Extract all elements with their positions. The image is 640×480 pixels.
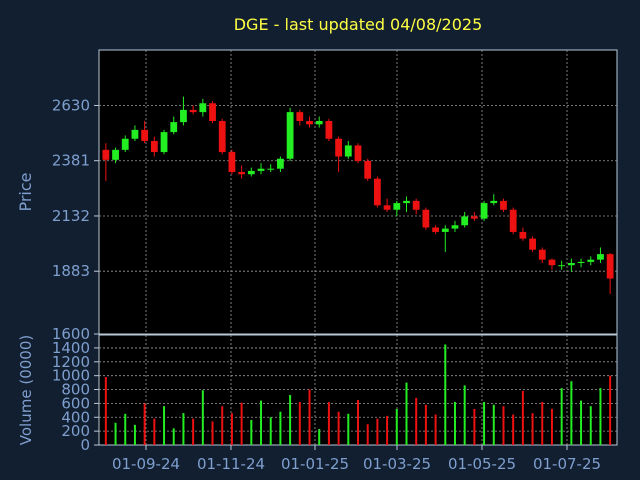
candle-body xyxy=(548,259,556,266)
candle-body xyxy=(383,205,391,210)
candle-body xyxy=(393,203,401,210)
candle-body xyxy=(509,209,517,232)
candle-body xyxy=(480,203,488,219)
volume-tick-label: 800 xyxy=(61,381,90,399)
candle-body xyxy=(490,200,498,204)
candle-body xyxy=(577,261,585,263)
candle-body xyxy=(267,168,275,170)
candle-body xyxy=(470,216,478,219)
candle-body xyxy=(150,140,158,153)
candle-body xyxy=(228,152,236,173)
price-tick-label: 2381 xyxy=(52,152,90,170)
candle-body xyxy=(335,138,342,157)
x-tick-label: 01-11-24 xyxy=(197,455,265,473)
volume-tick-label: 1200 xyxy=(52,353,90,371)
candle-body xyxy=(403,200,410,204)
volume-tick-label: 400 xyxy=(61,408,90,426)
chart-title: DGE - last updated 04/08/2025 xyxy=(234,15,483,34)
candle-body xyxy=(238,172,246,175)
x-tick-label: 01-09-24 xyxy=(112,455,180,473)
candle-body xyxy=(587,259,595,262)
candle-body xyxy=(461,216,469,226)
price-y-ticks: 1600 1883 2132 2381 2630 xyxy=(52,96,99,343)
candle-body xyxy=(422,209,430,228)
price-candles xyxy=(102,96,614,295)
x-axis: 01-09-24 01-11-24 01-01-25 01-03-25 01-05-25… xyxy=(112,445,601,473)
candle-body xyxy=(257,168,265,171)
candle-body xyxy=(180,109,187,123)
candle-body xyxy=(529,238,536,250)
candle-body xyxy=(325,121,333,139)
candle-body xyxy=(170,122,178,133)
candle-body xyxy=(558,265,566,267)
candle-body xyxy=(451,225,459,229)
candle-body xyxy=(354,145,362,161)
candle-body xyxy=(597,254,604,260)
price-grid xyxy=(99,50,617,334)
candle-body xyxy=(131,129,139,139)
price-plot-area xyxy=(98,49,618,335)
volume-bars xyxy=(104,344,612,445)
price-tick-label: 1600 xyxy=(52,325,90,343)
price-tick-label: 1883 xyxy=(52,262,90,280)
candle-body xyxy=(102,149,110,160)
volume-tick-label: 1400 xyxy=(52,339,90,357)
candle-body xyxy=(538,249,546,260)
candle-body xyxy=(374,178,381,206)
candle-body xyxy=(432,227,439,232)
volume-tick-label: 0 xyxy=(80,436,90,454)
candle-body xyxy=(189,109,197,113)
candle-body xyxy=(441,228,449,232)
candle-body xyxy=(315,121,323,125)
volume-tick-label: 1000 xyxy=(52,367,90,385)
volume-axis-label: Volume (0000) xyxy=(17,335,35,445)
price-axis-label: Price xyxy=(16,172,35,211)
candle-body xyxy=(199,103,207,113)
candle-body xyxy=(364,160,372,179)
candle-body xyxy=(412,200,420,210)
candle-body xyxy=(247,170,255,175)
x-tick-label: 01-07-25 xyxy=(533,455,601,473)
candle-body xyxy=(606,254,614,279)
candle-body xyxy=(160,132,168,153)
x-tick-label: 01-03-25 xyxy=(363,455,431,473)
candle-body xyxy=(286,112,294,159)
price-tick-label: 2132 xyxy=(52,207,90,225)
candle-body xyxy=(567,263,575,266)
x-tick-label: 01-01-25 xyxy=(281,455,349,473)
volume-tick-label: 600 xyxy=(61,394,90,412)
candle-body xyxy=(277,158,284,169)
volume-tick-label: 200 xyxy=(61,422,90,440)
candle-body xyxy=(141,129,149,141)
x-tick-label: 01-05-25 xyxy=(448,455,516,473)
candle-body xyxy=(296,112,304,121)
candle-body xyxy=(121,138,129,150)
price-tick-label: 2630 xyxy=(52,96,90,114)
candle-body xyxy=(519,231,527,239)
candle-body xyxy=(112,149,119,160)
candle-body xyxy=(344,145,352,157)
candle-body xyxy=(209,103,216,121)
candle-body xyxy=(500,200,507,210)
candle-body xyxy=(218,121,226,153)
candle-body xyxy=(306,121,313,125)
